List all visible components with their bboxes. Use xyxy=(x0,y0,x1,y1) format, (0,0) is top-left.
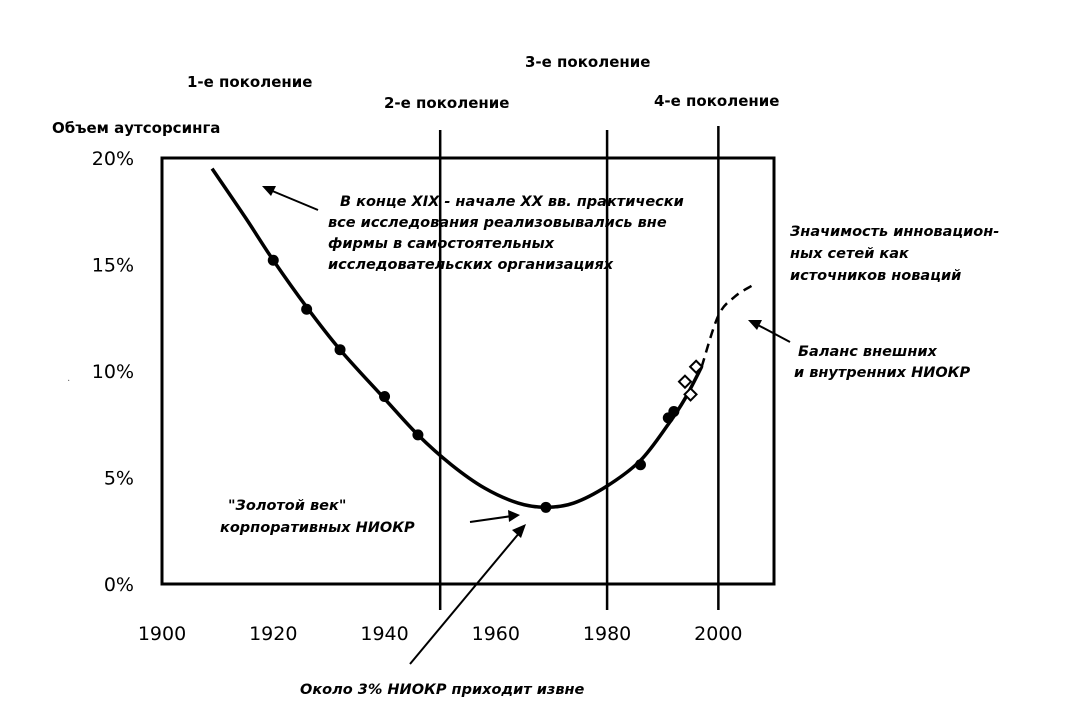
x-tick-label: 1980 xyxy=(583,623,631,645)
arrow-golden-age xyxy=(469,510,520,523)
data-point-filled xyxy=(301,303,313,315)
generation-label-1: 1-е поколение xyxy=(187,73,312,91)
annotation-golden-age: "Золотой век" корпоративных НИОКР xyxy=(220,498,415,536)
data-point-filled xyxy=(334,344,346,356)
annotation-external-share: Около 3% НИОКР приходит извне xyxy=(300,682,585,698)
data-point-filled xyxy=(267,254,279,266)
plot-frame xyxy=(160,156,776,586)
data-point-filled xyxy=(668,405,680,417)
x-tick-label: 1960 xyxy=(472,623,520,645)
y-tick-label: 20% xyxy=(92,148,134,170)
annotation-19th-century: В конце XIX - начале XX вв. практически … xyxy=(328,194,689,273)
annotation-innovation-networks: Значимость инновацион- ных сетей как ист… xyxy=(790,224,1004,284)
y-tick-label: 0% xyxy=(104,574,134,596)
data-point-filled xyxy=(379,391,391,403)
data-point-open xyxy=(683,387,698,402)
x-tick-label: 1900 xyxy=(138,623,186,645)
data-point-filled xyxy=(540,501,552,513)
arrow-19th-century xyxy=(262,186,319,211)
arrow-balance xyxy=(748,320,791,343)
annotation-balance: Баланс внешних и внутренних НИОКР xyxy=(794,344,971,381)
series-line-projected xyxy=(700,284,753,368)
data-point-filled xyxy=(412,429,424,441)
stray-dot: · xyxy=(67,376,70,387)
y-tick-label: 5% xyxy=(104,468,134,490)
series-line-outsourcing xyxy=(210,167,704,510)
y-tick-label: 10% xyxy=(92,361,134,383)
y-tick-label: 15% xyxy=(92,255,134,277)
data-point-filled xyxy=(634,459,646,471)
x-tick-label: 2000 xyxy=(694,623,742,645)
generation-label-4: 4-е поколение xyxy=(654,92,779,110)
y-axis-label: Объем аутсорсинга xyxy=(52,119,220,137)
x-tick-label: 1920 xyxy=(249,623,297,645)
generation-label-2: 2-е поколение xyxy=(384,94,509,112)
data-point-open xyxy=(688,359,704,375)
generation-label-3: 3-е поколение xyxy=(525,53,650,71)
x-tick-label: 1940 xyxy=(360,623,408,645)
data-point-open xyxy=(677,374,693,390)
arrow-external-share xyxy=(409,524,526,665)
